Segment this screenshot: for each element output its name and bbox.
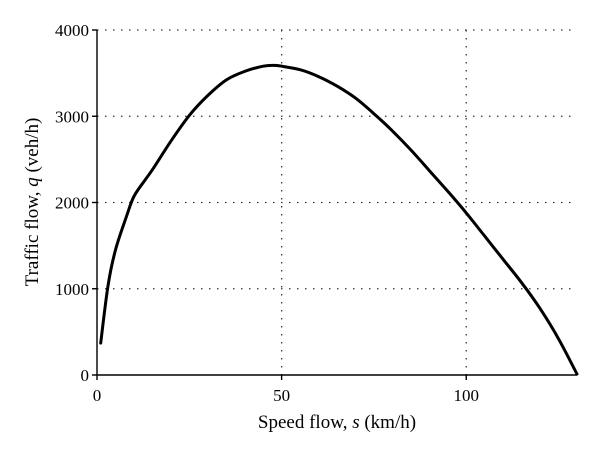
y-tick-label: 1000	[55, 280, 89, 299]
x-ticks: 0 50 100	[93, 375, 479, 405]
y-axis-label-var: q	[22, 177, 43, 187]
y-axis-label: Traffic flow, q (veh/h)	[22, 118, 43, 287]
x-axis-label-suffix: (km/h)	[360, 412, 416, 433]
y-ticks: 0 1000 2000 3000 4000	[55, 21, 97, 385]
x-tick-label: 0	[93, 386, 102, 405]
y-tick-label: 3000	[55, 107, 89, 126]
y-tick-label: 0	[81, 366, 90, 385]
x-axis-label: Speed flow, s (km/h)	[258, 412, 416, 433]
y-tick-label: 4000	[55, 21, 89, 40]
x-axis-label-var: s	[352, 412, 359, 433]
y-axis-label-suffix: (veh/h)	[22, 118, 43, 178]
y-tick-label: 2000	[55, 194, 89, 213]
x-tick-label: 100	[453, 386, 479, 405]
grid-lines	[97, 29, 577, 375]
traffic-flow-curve	[99, 63, 579, 376]
y-axis-label-prefix: Traffic flow,	[22, 187, 43, 287]
x-tick-label: 50	[273, 386, 290, 405]
x-axis-label-prefix: Speed flow,	[258, 412, 352, 433]
